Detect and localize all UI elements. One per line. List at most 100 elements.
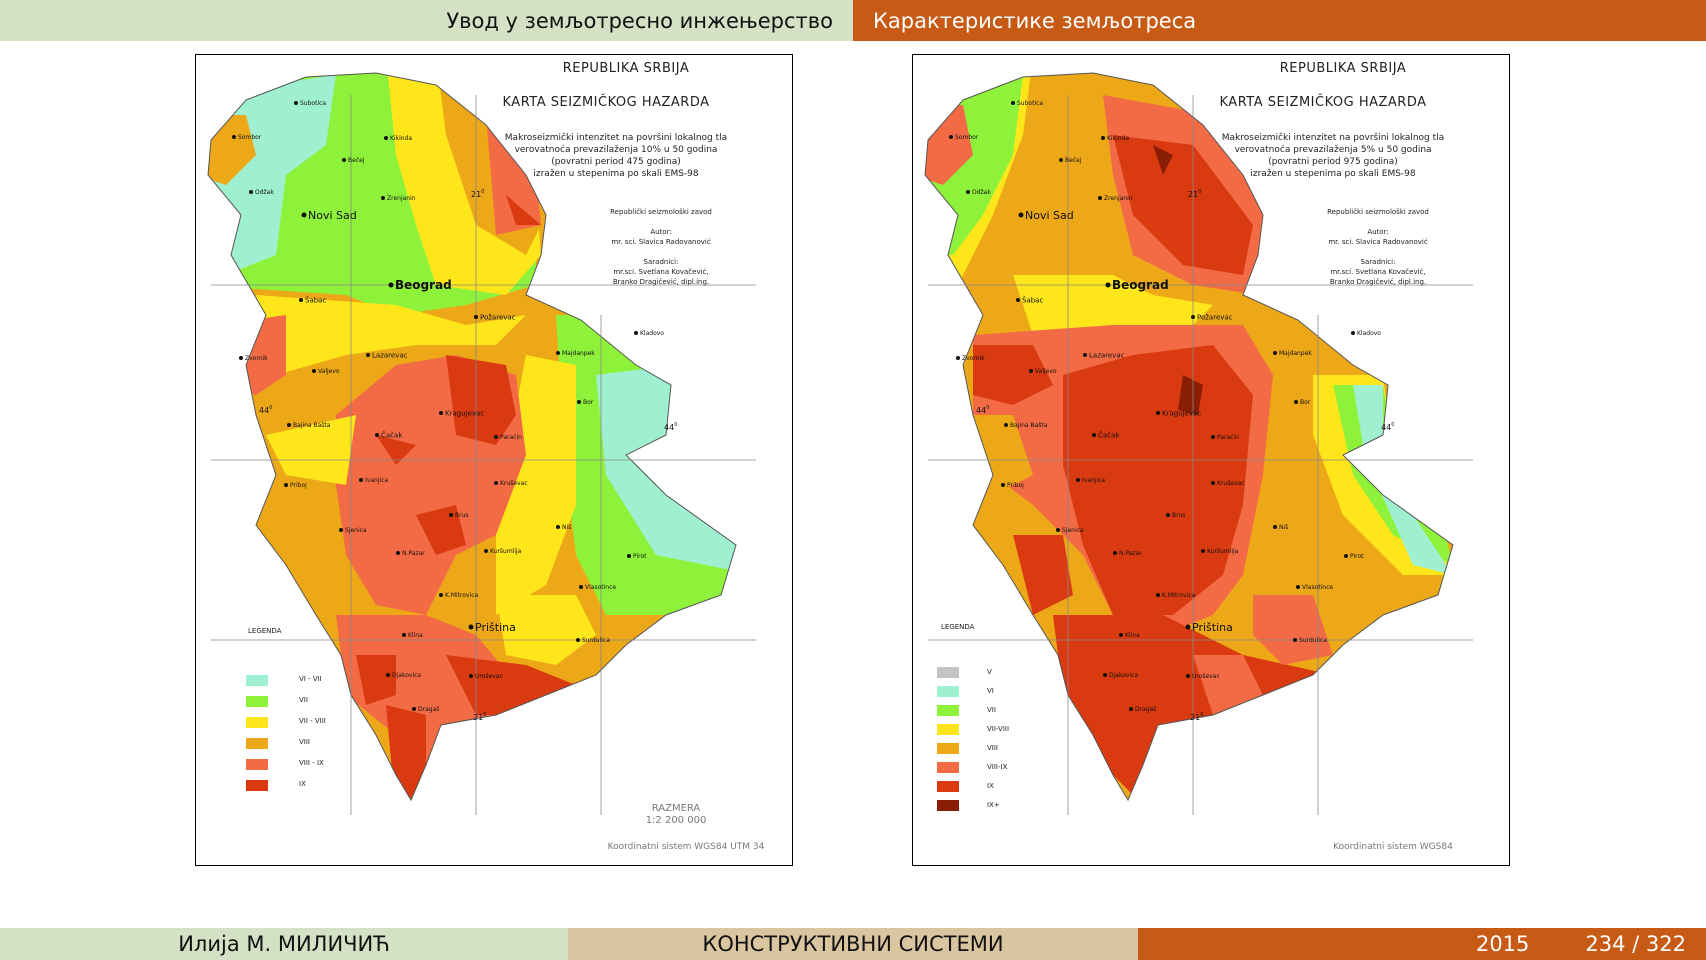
city-brus: Brus: [449, 512, 469, 519]
coauthors-label: Saradnici:: [1360, 258, 1396, 266]
city-cacak: Čačak: [375, 430, 403, 439]
footer-author-text: Илија М. МИЛИЧИЋ: [178, 932, 390, 956]
city-marker: [366, 353, 370, 357]
city-priboj: Priboj: [284, 482, 307, 489]
legend-label: VI - VII: [299, 675, 322, 683]
city-pirot: Pirot: [627, 553, 647, 560]
graticule-label: 210: [471, 189, 484, 199]
graticule-label: 440: [664, 422, 677, 432]
city-marker: [299, 298, 303, 302]
city-marker: [301, 212, 307, 218]
city-pozarevac: Požarevac: [474, 313, 516, 321]
city-label: Kruševac: [500, 480, 528, 487]
page-number: 234 / 322: [1585, 932, 1686, 956]
city-marker: [1273, 525, 1277, 529]
city-bor: Bor: [577, 399, 594, 406]
header-presentation-title: Увод у земљотресно инжењерство: [0, 0, 853, 41]
legend-swatch: [937, 686, 959, 697]
city-n-pazar: N.Pazar: [1113, 550, 1142, 557]
city-label: Kragujevac: [445, 409, 484, 417]
desc-line-1: Makroseizmički intenzitet na površini lo…: [1221, 133, 1445, 143]
city-marker: [396, 551, 400, 555]
city-label: Djakovica: [1109, 672, 1138, 679]
city-lazarevac: Lazarevac: [1083, 351, 1125, 359]
city-label: Klina: [1125, 632, 1140, 639]
city-urosevac: Uroševac: [469, 673, 503, 680]
city-label: Novi Sad: [308, 209, 357, 222]
city-pristina: Priština: [468, 621, 516, 634]
city-marker: [1294, 400, 1298, 404]
city-nis: Niš: [1273, 524, 1288, 531]
city-marker: [1296, 585, 1300, 589]
city-label: Kikinda: [390, 135, 412, 142]
graticule-label: 210: [473, 712, 486, 722]
legend-label: IX: [299, 780, 306, 788]
city-label: Surdulica: [582, 637, 610, 644]
legend-label: VIII-IX: [987, 763, 1008, 771]
seismic-map-475: Subotica Sombor Kikinda Bečej Odžak Zrenjanin…: [195, 54, 793, 866]
legend-swatch: [937, 705, 959, 716]
legend-label: V: [987, 668, 992, 676]
city-label: Čačak: [1098, 430, 1120, 439]
legend-swatch: [246, 780, 268, 791]
city-marker: [342, 158, 346, 162]
city-label: Priboj: [290, 482, 307, 489]
city-label: Klina: [408, 632, 423, 639]
city-marker: [1191, 315, 1195, 319]
city-label: Dragaš: [418, 706, 439, 713]
city-surdulica: Surdulica: [576, 637, 610, 644]
city-label: K.Mitrovica: [445, 592, 479, 599]
city-kikinda: Kikinda: [384, 135, 412, 142]
map-description: Makroseizmički intenzitet na površini lo…: [466, 132, 766, 180]
city-marker: [381, 196, 385, 200]
city-novi-sad: Novi Sad: [301, 209, 357, 222]
city-zvornik: Zvornik: [956, 355, 985, 362]
city-marker: [1186, 674, 1190, 678]
city-kragujevac: Kragujevac: [439, 409, 484, 417]
city-marker: [284, 483, 288, 487]
city-label: Vlasotince: [585, 584, 616, 591]
city-marker: [1098, 196, 1102, 200]
city-marker: [1201, 549, 1205, 553]
city-label: Beograd: [1112, 278, 1169, 292]
footer-meta: 2015 234 / 322: [1138, 928, 1706, 960]
city-kursumlija: Kuršumlija: [484, 548, 522, 555]
seismic-map-975: Subotica Sombor Kikinda Bečej Odžak Zrenjanin…: [912, 54, 1510, 866]
city-marker: [956, 356, 960, 360]
city-dragas: Dragaš: [412, 706, 439, 713]
city-pirot: Pirot: [1344, 553, 1364, 560]
city-marker: [966, 190, 970, 194]
city-label: Priština: [1192, 621, 1233, 634]
graticule-label: 210: [1190, 712, 1203, 722]
city-marker: [1156, 593, 1160, 597]
map-graphic-475: Subotica Sombor Kikinda Bečej Odžak Zrenjanin…: [207, 72, 756, 815]
city-beograd: Beograd: [1105, 278, 1169, 292]
city-marker: [556, 351, 560, 355]
city-marker: [1016, 298, 1020, 302]
city-sabac: Šabac: [299, 295, 326, 304]
map-coordinate-system: Koordinatni sistem WGS84: [1333, 842, 1453, 852]
city-label: Šabac: [305, 295, 326, 304]
legend-label: VII - VIII: [299, 717, 326, 725]
city-label: N.Pazar: [402, 550, 425, 557]
city-marker: [1101, 136, 1105, 140]
city-marker: [556, 525, 560, 529]
city-kladovo: Kladovo: [1351, 330, 1381, 337]
city-dragas: Dragaš: [1129, 706, 1156, 713]
city-label: Zrenjanin: [1104, 195, 1133, 202]
city-surdulica: Surdulica: [1293, 637, 1327, 644]
city-cacak: Čačak: [1092, 430, 1120, 439]
city-label: Zrenjanin: [387, 195, 416, 202]
city-label: Valjevo: [318, 368, 340, 375]
city-zvornik: Zvornik: [239, 355, 268, 362]
city-label: Pirot: [633, 553, 647, 560]
city-marker: [1344, 554, 1348, 558]
city-label: Beograd: [395, 278, 452, 292]
city-sjenica: Sjenica: [1056, 527, 1084, 534]
city-sabac: Šabac: [1016, 295, 1043, 304]
header-left-title: Увод у земљотресно инжењерство: [446, 8, 833, 33]
footer-author: Илија М. МИЛИЧИЋ: [0, 928, 568, 960]
city-marker: [469, 674, 473, 678]
city-label: Sjenica: [345, 527, 367, 534]
city-paracin: Paraćin: [1211, 434, 1239, 441]
